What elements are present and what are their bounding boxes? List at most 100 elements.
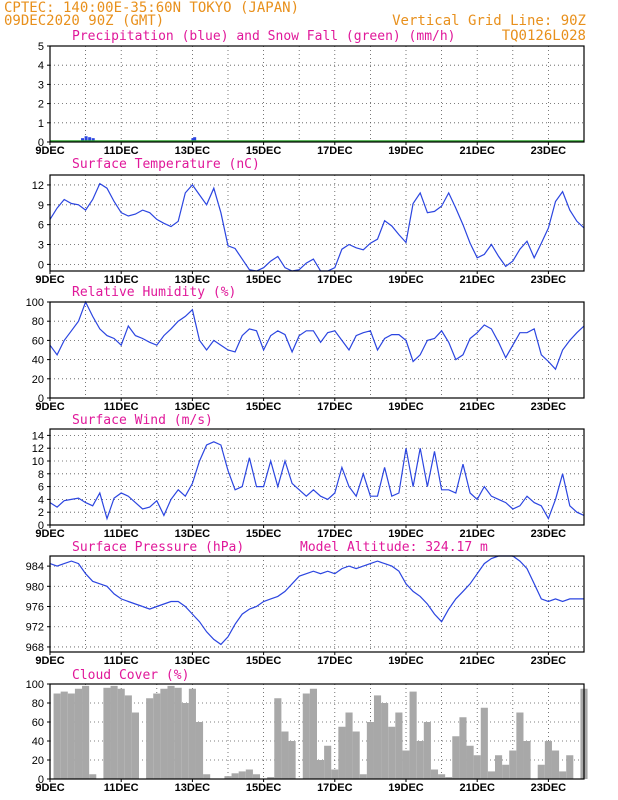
pressure-series-line	[49, 555, 584, 646]
pressure-x-tick-label: 23DEC	[531, 655, 567, 667]
cloud-bar	[302, 693, 310, 779]
wind-x-tick-label: 23DEC	[531, 528, 567, 540]
cloud-bar	[509, 750, 517, 779]
wind-x-tick-label: 17DEC	[317, 528, 353, 540]
pressure-x-tick-label: 11DEC	[104, 655, 139, 667]
header-grid-line: Vertical Grid Line: 90Z	[392, 13, 586, 29]
rh-x-tick-label: 17DEC	[317, 401, 353, 413]
precip-y-tick-label: 3	[38, 79, 44, 91]
precip-bar	[81, 138, 85, 142]
precip-x-tick-label: 19DEC	[388, 145, 424, 157]
title-pressure: Surface Pressure (hPa)	[72, 540, 244, 555]
pressure-x-tick-label: 9DEC	[35, 655, 64, 667]
wind-y-tick-label: 6	[38, 482, 44, 494]
title-temp: Surface Temperature (nC)	[72, 157, 260, 172]
precip-y-tick-label: 5	[38, 41, 44, 53]
cloud-bar	[395, 712, 403, 779]
cloud-bar	[338, 726, 346, 779]
cloud-bar	[167, 685, 175, 779]
rh-y-tick-label: 80	[32, 316, 44, 328]
cloud-y-tick-label: 20	[32, 755, 44, 767]
wind-x-tick-label: 15DEC	[246, 528, 282, 540]
rh-y-tick-label: 100	[26, 297, 44, 309]
precip-frame	[49, 45, 585, 143]
precip-x-tick-label: 9DEC	[35, 145, 64, 157]
cloud-y-tick-label: 60	[32, 717, 44, 729]
cloud-y-tick-label: 40	[32, 736, 44, 748]
cloud-bar	[67, 693, 75, 779]
rh-x-tick-label: 21DEC	[459, 401, 495, 413]
header-location: CPTEC: 140:00E-35:60N TOKYO (JAPAN)	[4, 0, 299, 16]
rh-x-tick-label: 13DEC	[175, 401, 211, 413]
cloud-bar	[430, 769, 439, 779]
rh-frame	[49, 301, 585, 399]
model-altitude: Model Altitude: 324.17 m	[300, 540, 488, 555]
cloud-bar	[274, 698, 282, 779]
cloud-bar	[131, 712, 139, 779]
wind-x-tick-label: 9DEC	[35, 528, 64, 540]
temp-x-tick-label: 15DEC	[246, 274, 282, 286]
cloud-bar	[438, 774, 446, 779]
cloud-bar	[366, 722, 374, 779]
cloud-x-tick-label: 19DEC	[388, 782, 424, 794]
header-date: 09DEC2020 90Z (GMT)	[4, 13, 164, 29]
cloud-y-tick-label: 100	[26, 679, 44, 691]
precip-bar	[193, 137, 197, 142]
pressure-y-tick-label: 968	[26, 642, 44, 654]
temp-y-tick-label: 6	[38, 220, 44, 232]
temp-y-tick-label: 12	[32, 180, 44, 192]
cloud-bar	[74, 688, 83, 779]
precip-x-tick-label: 15DEC	[246, 145, 282, 157]
temp-x-tick-label: 23DEC	[531, 274, 567, 286]
cloud-bar	[459, 717, 467, 779]
cloud-bar	[381, 703, 389, 779]
wind-x-tick-label: 11DEC	[104, 528, 139, 540]
cloud-x-tick-label: 23DEC	[531, 782, 567, 794]
temp-x-tick-label: 17DEC	[317, 274, 353, 286]
wind-y-tick-label: 14	[32, 430, 44, 442]
cloud-x-tick-label: 17DEC	[317, 782, 353, 794]
cloud-bar	[388, 726, 396, 779]
cloud-bar	[82, 685, 90, 779]
cloud-bar	[359, 774, 367, 779]
precip-x-tick-label: 17DEC	[317, 145, 353, 157]
cloud-x-tick-label: 21DEC	[459, 782, 495, 794]
cloud-bar	[409, 691, 417, 779]
cloud-bar	[445, 777, 453, 779]
pressure-y-tick-label: 984	[26, 561, 44, 573]
pressure-frame	[49, 555, 585, 653]
wind-series-line	[49, 441, 585, 521]
precip-y-tick-label: 2	[38, 99, 44, 111]
cloud-bar	[559, 771, 567, 779]
cloud-bar	[324, 745, 332, 779]
cloud-bar	[203, 774, 211, 779]
cloud-bar	[566, 755, 574, 779]
cloud-bar	[516, 712, 524, 779]
cloud-bar	[473, 755, 481, 779]
cloud-bar	[523, 741, 531, 779]
cloud-bar	[231, 773, 239, 779]
rh-x-tick-label: 23DEC	[531, 401, 567, 413]
wind-y-tick-label: 2	[38, 507, 44, 519]
cloud-bar	[288, 741, 296, 779]
cloud-bar	[160, 688, 168, 779]
cloud-bar	[281, 731, 289, 779]
wind-y-tick-label: 12	[32, 443, 44, 455]
cloud-frame	[49, 683, 585, 780]
rh-x-tick-label: 9DEC	[35, 401, 64, 413]
temp-x-tick-label: 9DEC	[35, 274, 64, 286]
precip-bar	[84, 136, 88, 142]
cloud-bar	[124, 695, 132, 779]
cloud-bar	[537, 764, 545, 779]
precip-x-tick-label: 11DEC	[104, 145, 139, 157]
cloud-x-tick-label: 9DEC	[35, 782, 64, 794]
cloud-bar	[110, 685, 118, 779]
temp-frame	[49, 174, 585, 272]
pressure-x-tick-label: 15DEC	[246, 655, 282, 667]
cloud-bar	[416, 741, 424, 779]
pressure-x-tick-label: 17DEC	[317, 655, 353, 667]
cloud-bar	[245, 769, 253, 779]
pressure-x-tick-label: 19DEC	[388, 655, 424, 667]
cloud-bar	[146, 698, 154, 779]
